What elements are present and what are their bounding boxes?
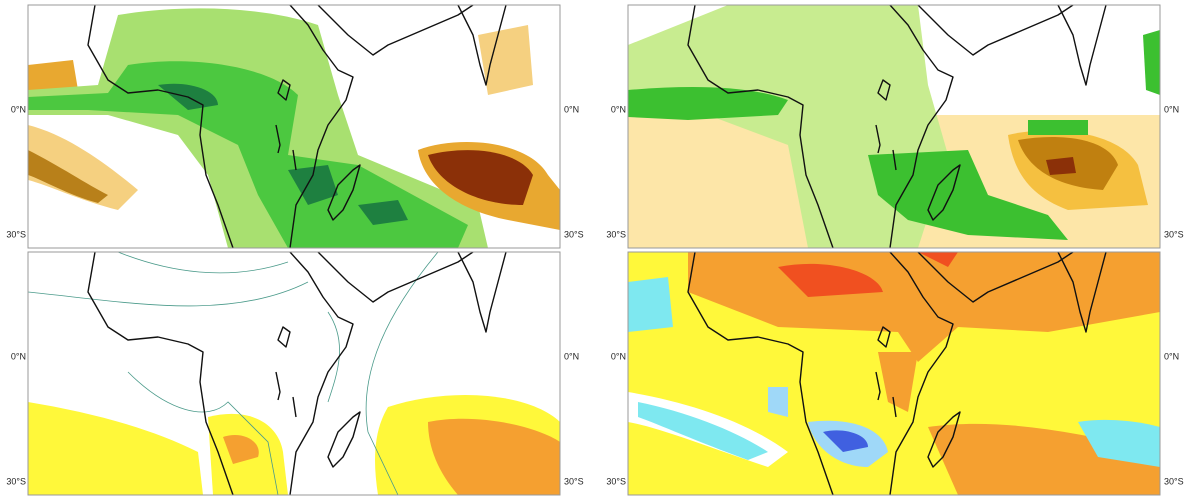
latitude-label: 0°N [1164,351,1179,361]
latitude-label: 0°N [11,104,26,114]
latitude-label: 30°S [606,229,626,239]
latitude-label: 0°N [564,104,579,114]
latitude-label: 0°N [564,351,579,361]
latitude-label: 30°S [1164,476,1184,486]
latitude-label: 0°N [611,351,626,361]
latitude-label: 30°S [564,229,584,239]
panel [27,4,561,249]
panel [27,251,561,496]
latitude-label: 30°S [6,229,26,239]
panel [627,251,1161,496]
latitude-label: 30°S [606,476,626,486]
panel [627,4,1161,249]
latitude-label: 30°S [1164,229,1184,239]
latitude-label: 30°S [564,476,584,486]
latitude-label: 30°S [6,476,26,486]
latitude-label: 0°N [11,351,26,361]
latitude-label: 0°N [611,104,626,114]
latitude-label: 0°N [1164,104,1179,114]
